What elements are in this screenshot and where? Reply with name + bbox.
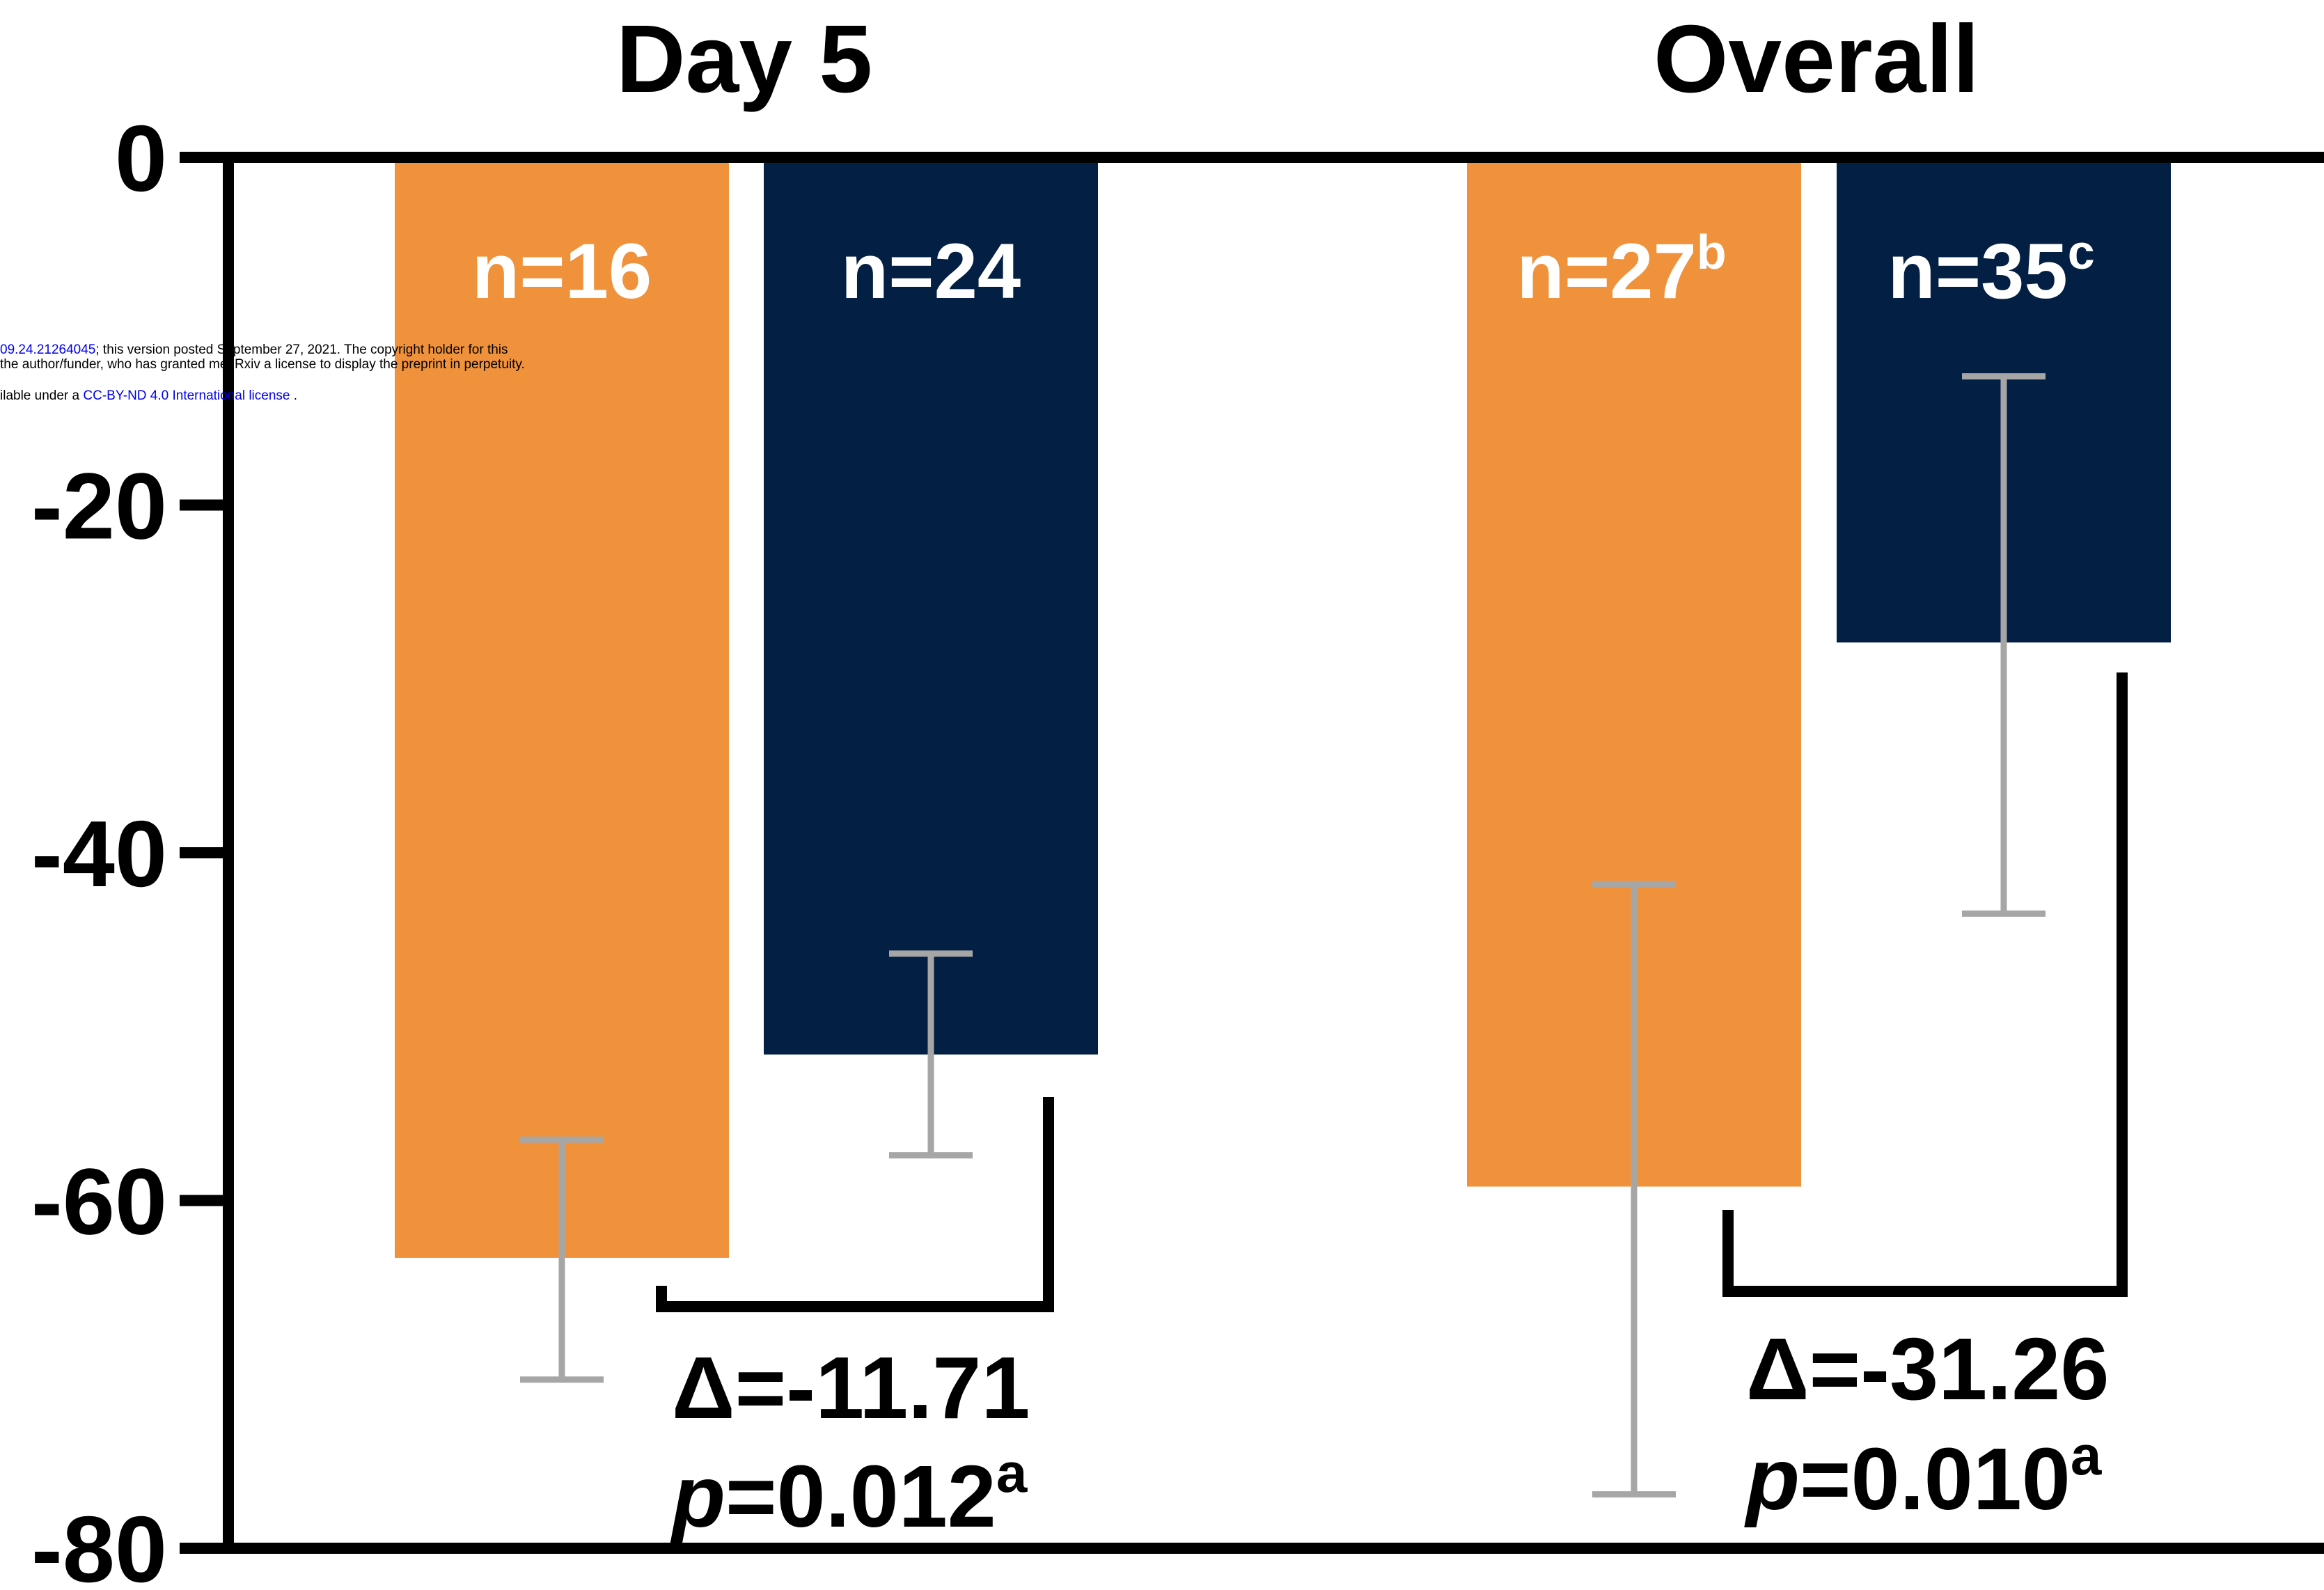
watermark-license-link[interactable]: CC-BY-ND 4.0 International license: [83, 388, 290, 403]
p-value: =0.012: [725, 1447, 996, 1545]
comparison-bracket: [1722, 672, 2128, 1297]
n-label-superscript: c: [2068, 225, 2095, 279]
n-label: n=27b: [1516, 225, 1726, 315]
n-label: n=16: [472, 228, 652, 315]
n-label-text: n=27: [1516, 228, 1696, 315]
error-bar: [889, 950, 973, 1159]
y-tick-label: -60: [31, 1149, 167, 1254]
preprint-watermark: 09.24.21264045; this version posted Sept…: [0, 343, 525, 403]
p-superscript: a: [2071, 1424, 2102, 1486]
p-superscript: a: [996, 1442, 1028, 1504]
comparison-bracket: [656, 1097, 1054, 1312]
p-value-label: p=0.012a: [670, 1442, 1028, 1545]
bar-day-5-series-2: [764, 157, 1098, 1055]
watermark-line-2: the author/funder, who has granted medRx…: [0, 357, 525, 372]
p-value: =0.010: [1800, 1430, 2071, 1528]
bar-day-5-series-1: [395, 157, 729, 1258]
watermark-line-3: ilable under a CC-BY-ND 4.0 Internationa…: [0, 388, 297, 403]
n-label: n=35c: [1887, 225, 2094, 315]
p-symbol: p: [1744, 1430, 1800, 1528]
watermark-line-3-end: .: [290, 388, 297, 403]
error-bar: [520, 1136, 604, 1383]
y-tick-label: -40: [31, 801, 167, 906]
group-title-day-5: Day 5: [616, 6, 872, 113]
n-label-text: n=16: [472, 228, 652, 315]
error-bar: [1592, 881, 1676, 1498]
delta-label: Δ=-31.26: [1746, 1320, 2109, 1418]
p-value-label: p=0.010a: [1744, 1424, 2102, 1528]
n-label-text: n=35: [1887, 228, 2067, 315]
watermark-line-1: 09.24.21264045; this version posted Sept…: [0, 343, 508, 357]
group-title-overall: Overall: [1654, 6, 1979, 113]
y-tick-label: -20: [31, 454, 167, 559]
y-tick-label: 0: [115, 106, 167, 211]
n-label-text: n=24: [841, 228, 1021, 315]
watermark-line-1-text: ; this version posted September 27, 2021…: [95, 343, 508, 357]
watermark-doi-link[interactable]: 09.24.21264045: [0, 343, 95, 357]
n-label: n=24: [841, 228, 1021, 315]
watermark-line-3-text: ilable under a: [0, 388, 83, 403]
n-label-superscript: b: [1697, 225, 1727, 279]
error-bar: [1962, 373, 2046, 917]
delta-label: Δ=-11.71: [672, 1339, 1030, 1437]
p-symbol: p: [670, 1447, 725, 1545]
y-tick-label: -80: [31, 1497, 167, 1590]
